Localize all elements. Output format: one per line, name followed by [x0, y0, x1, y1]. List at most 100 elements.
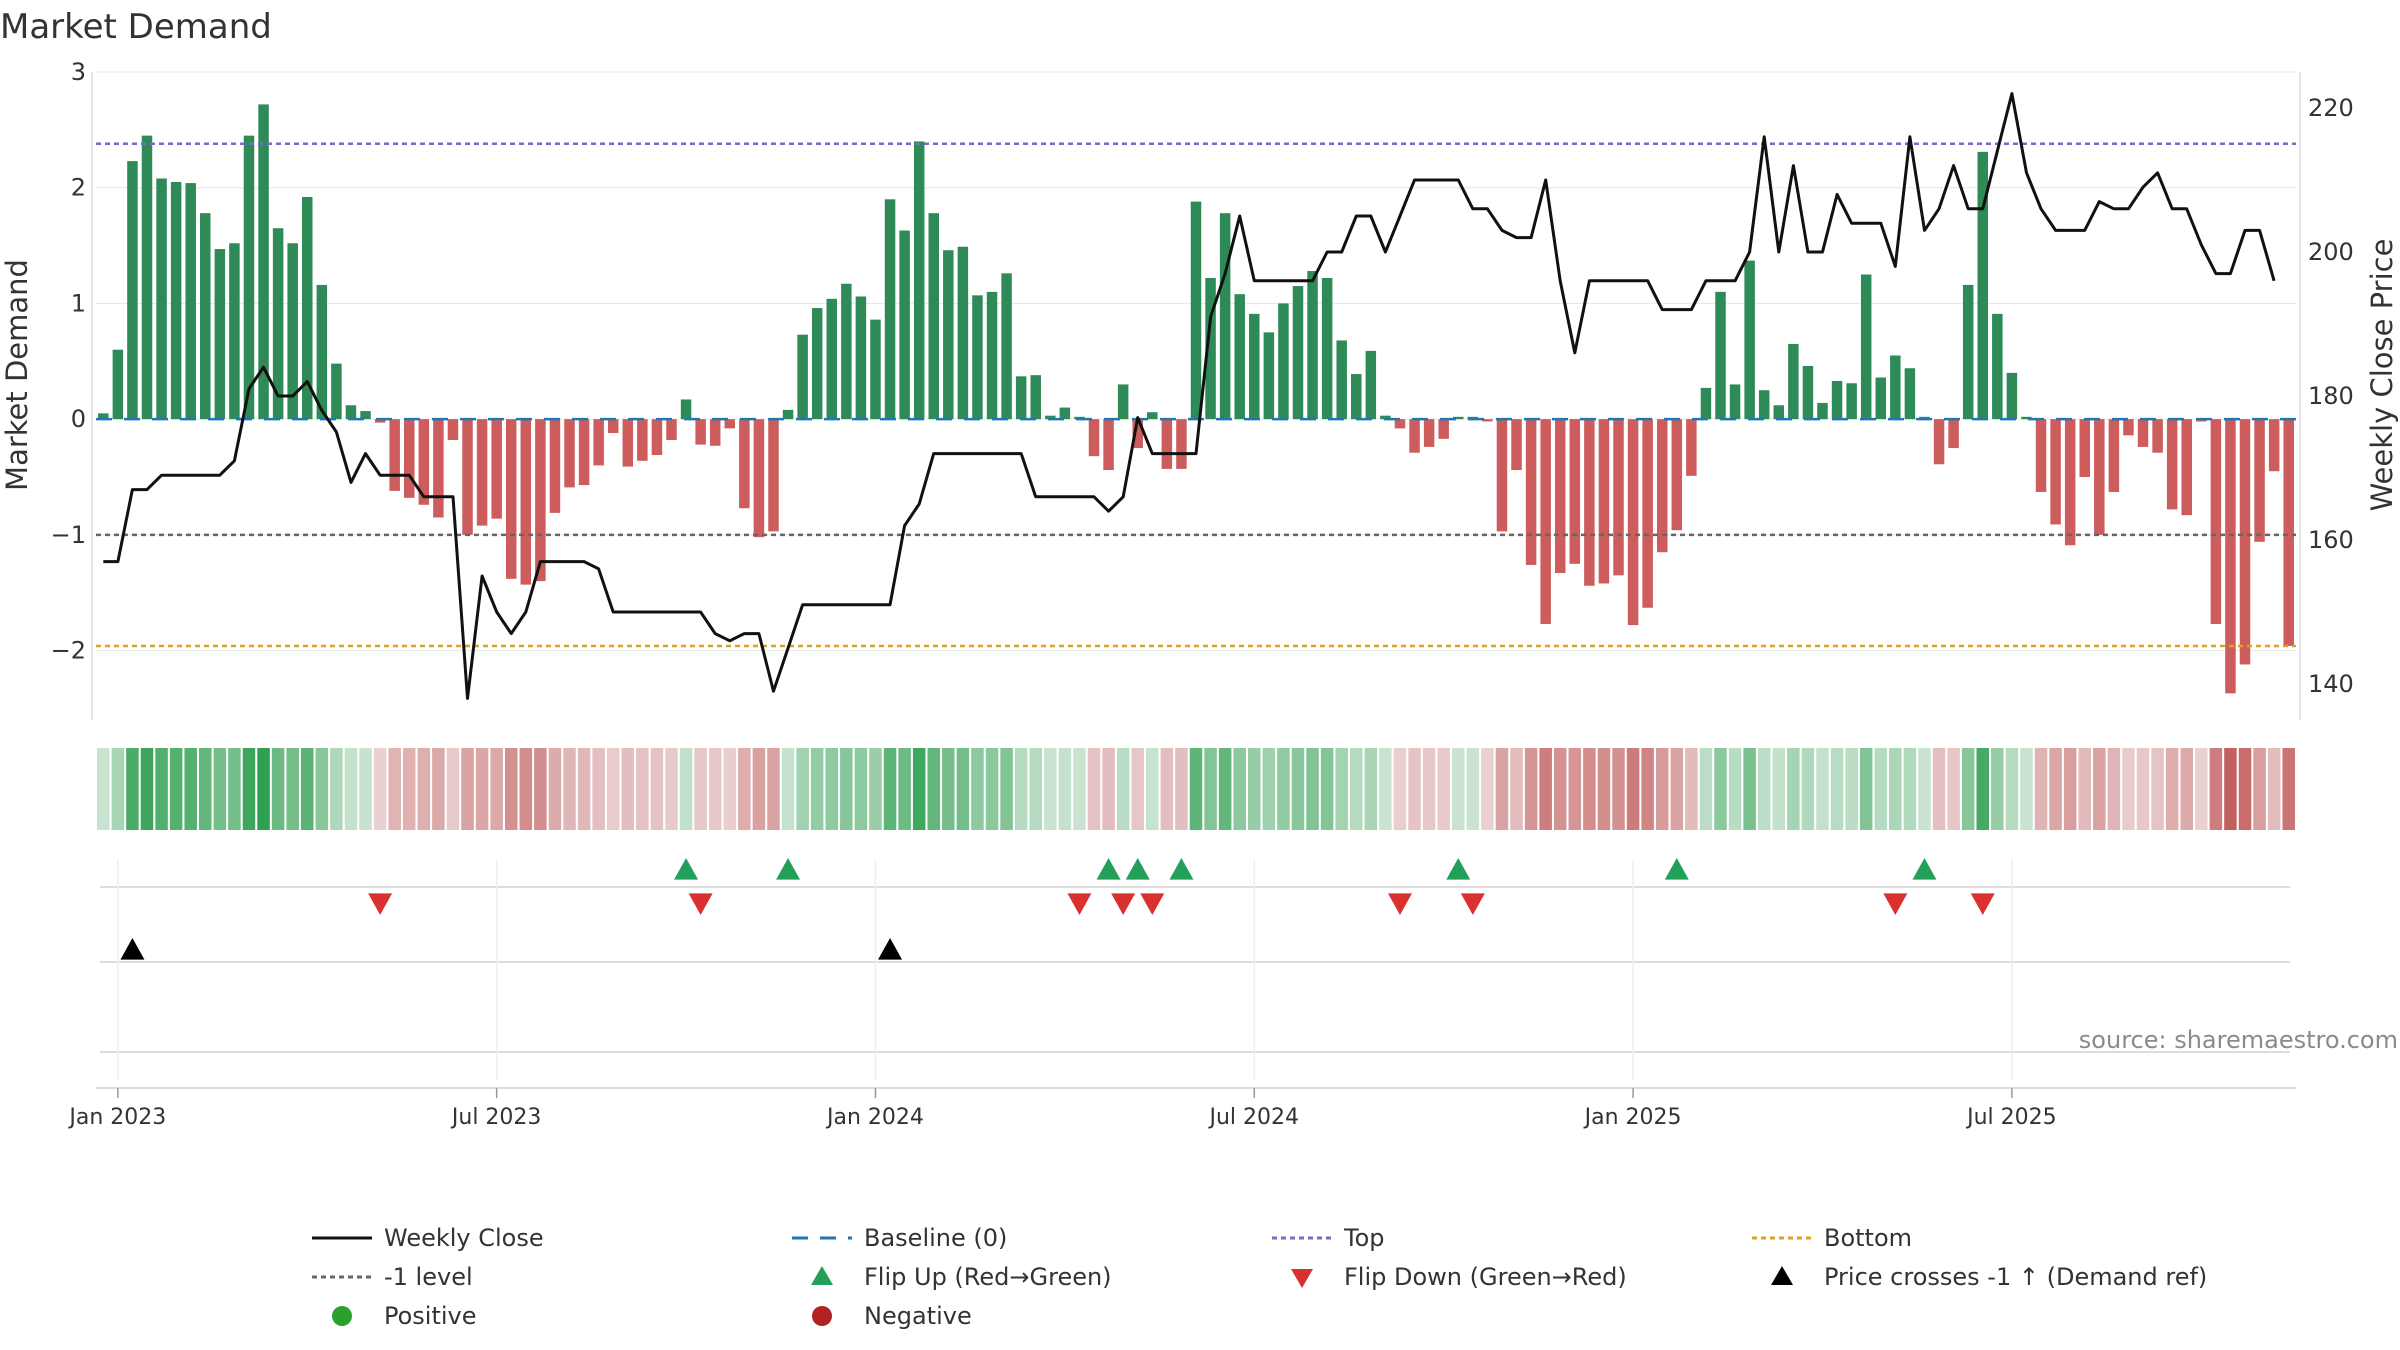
demand-bar-positive — [841, 283, 852, 420]
y-ticks: −2 −1 0 1 2 3 140 160 180 200 220 — [51, 58, 2354, 698]
heat-cell — [2049, 748, 2062, 830]
heat-cell — [912, 748, 926, 830]
heat-cell — [1262, 748, 1276, 830]
heat-cell — [519, 748, 533, 830]
heat-cell — [2180, 748, 2193, 830]
heat-cell — [300, 748, 314, 830]
demand-bar-negative — [651, 419, 663, 456]
heat-cell — [344, 748, 358, 830]
demand-bar-negative — [374, 419, 386, 423]
demand-bar-positive — [811, 308, 823, 420]
demand-bar-positive — [1380, 415, 1391, 420]
heat-cell — [432, 748, 445, 830]
heat-cell — [883, 748, 897, 830]
heat-cell — [1379, 748, 1392, 830]
demand-bar-negative — [1933, 419, 1945, 465]
heat-cell — [1495, 748, 1509, 830]
demand-bar-positive — [928, 213, 939, 420]
demand-bar-positive — [331, 363, 342, 420]
demand-bar-positive — [287, 243, 298, 420]
demand-bar-positive — [1875, 377, 1887, 420]
y-axis-label: Market Demand — [0, 259, 34, 491]
demand-bar-negative — [520, 419, 532, 585]
demand-bar-positive — [360, 411, 371, 420]
demand-bar-negative — [1103, 419, 1114, 471]
heat-cell — [1335, 748, 1348, 830]
demand-bar-negative — [593, 419, 604, 466]
y-tick-label: −2 — [51, 637, 86, 665]
heat-cell — [869, 748, 882, 830]
heat-cell — [2151, 748, 2164, 830]
demand-bar-positive — [855, 296, 867, 420]
demand-bar-negative — [1642, 419, 1653, 608]
demand-bar-negative — [2050, 419, 2061, 525]
heat-cell — [1466, 748, 1480, 830]
legend-label: Positive — [384, 1302, 477, 1330]
demand-bar-positive — [826, 298, 838, 420]
legend-label: -1 level — [384, 1263, 473, 1291]
heat-cell — [1932, 748, 1946, 830]
demand-bar-positive — [782, 409, 794, 420]
demand-heat-strip — [97, 748, 2295, 830]
demand-bar-positive — [98, 413, 109, 420]
heat-cell — [271, 748, 285, 830]
demand-bar-negative — [476, 419, 488, 526]
demand-bar-negative — [1540, 419, 1551, 624]
demand-bar-negative — [1598, 419, 1610, 584]
demand-bar-negative — [1511, 419, 1522, 471]
heat-cell — [708, 748, 722, 830]
demand-bar-positive — [884, 199, 896, 420]
y2-tick-label: 160 — [2308, 526, 2354, 554]
heat-cell — [1422, 748, 1436, 830]
y2-axis-label: Weekly Close Price — [2365, 239, 2399, 512]
demand-bar-positive — [200, 213, 211, 420]
heat-cell — [1408, 748, 1421, 830]
demand-bar-negative — [1496, 419, 1508, 532]
heat-cell — [2224, 748, 2237, 830]
heat-cell — [592, 748, 605, 830]
heat-cell — [971, 748, 984, 830]
heat-cell — [534, 748, 547, 830]
legend-swatch-price-cross — [1771, 1266, 1793, 1285]
demand-bars — [98, 104, 2294, 694]
demand-bar-positive — [1219, 213, 1231, 420]
demand-bar-positive — [1249, 313, 1260, 420]
demand-bar-negative — [1613, 419, 1624, 576]
heat-cell — [1539, 748, 1552, 830]
demand-bar-positive — [214, 249, 226, 420]
heat-cell — [854, 748, 868, 830]
legend-label: Price crosses -1 ↑ (Demand ref) — [1824, 1263, 2207, 1291]
demand-bar-positive — [229, 243, 240, 420]
heat-cell — [257, 748, 270, 830]
heat-cell — [286, 748, 299, 830]
demand-bar-positive — [1147, 412, 1158, 420]
demand-bar-positive — [1263, 332, 1275, 420]
heat-cell — [2034, 748, 2048, 830]
heat-cell — [1189, 748, 1203, 830]
heat-cell — [1801, 748, 1815, 830]
y2-tick-label: 200 — [2308, 238, 2354, 266]
price-line-layer — [103, 92, 2276, 700]
demand-bar-negative — [768, 419, 779, 532]
reference-lines — [96, 142, 2296, 648]
heat-cell — [1437, 748, 1450, 830]
demand-bar-positive — [1190, 201, 1202, 420]
event-markers — [96, 858, 2296, 1089]
demand-bar-negative — [1438, 419, 1449, 439]
demand-bar-negative — [2108, 419, 2120, 493]
heat-cell — [694, 748, 707, 830]
flip-down-marker — [1067, 893, 1092, 915]
heat-cell — [665, 748, 678, 830]
demand-bar-positive — [1715, 291, 1726, 420]
demand-bar-negative — [1088, 419, 1100, 457]
flip-up-marker — [674, 858, 699, 880]
x-ticks: Jan 2023 Jul 2023 Jan 2024 Jul 2024 Jan 2025… — [67, 1088, 2057, 1130]
flip-down-marker — [1460, 893, 1485, 915]
heat-cell — [2253, 748, 2266, 830]
demand-bar-negative — [1554, 419, 1566, 574]
legend-label: Weekly Close — [384, 1224, 544, 1252]
demand-bar-positive — [1773, 405, 1785, 420]
heat-cell — [1291, 748, 1305, 830]
y2-tick-label: 180 — [2308, 382, 2354, 410]
demand-bar-positive — [1234, 294, 1245, 420]
